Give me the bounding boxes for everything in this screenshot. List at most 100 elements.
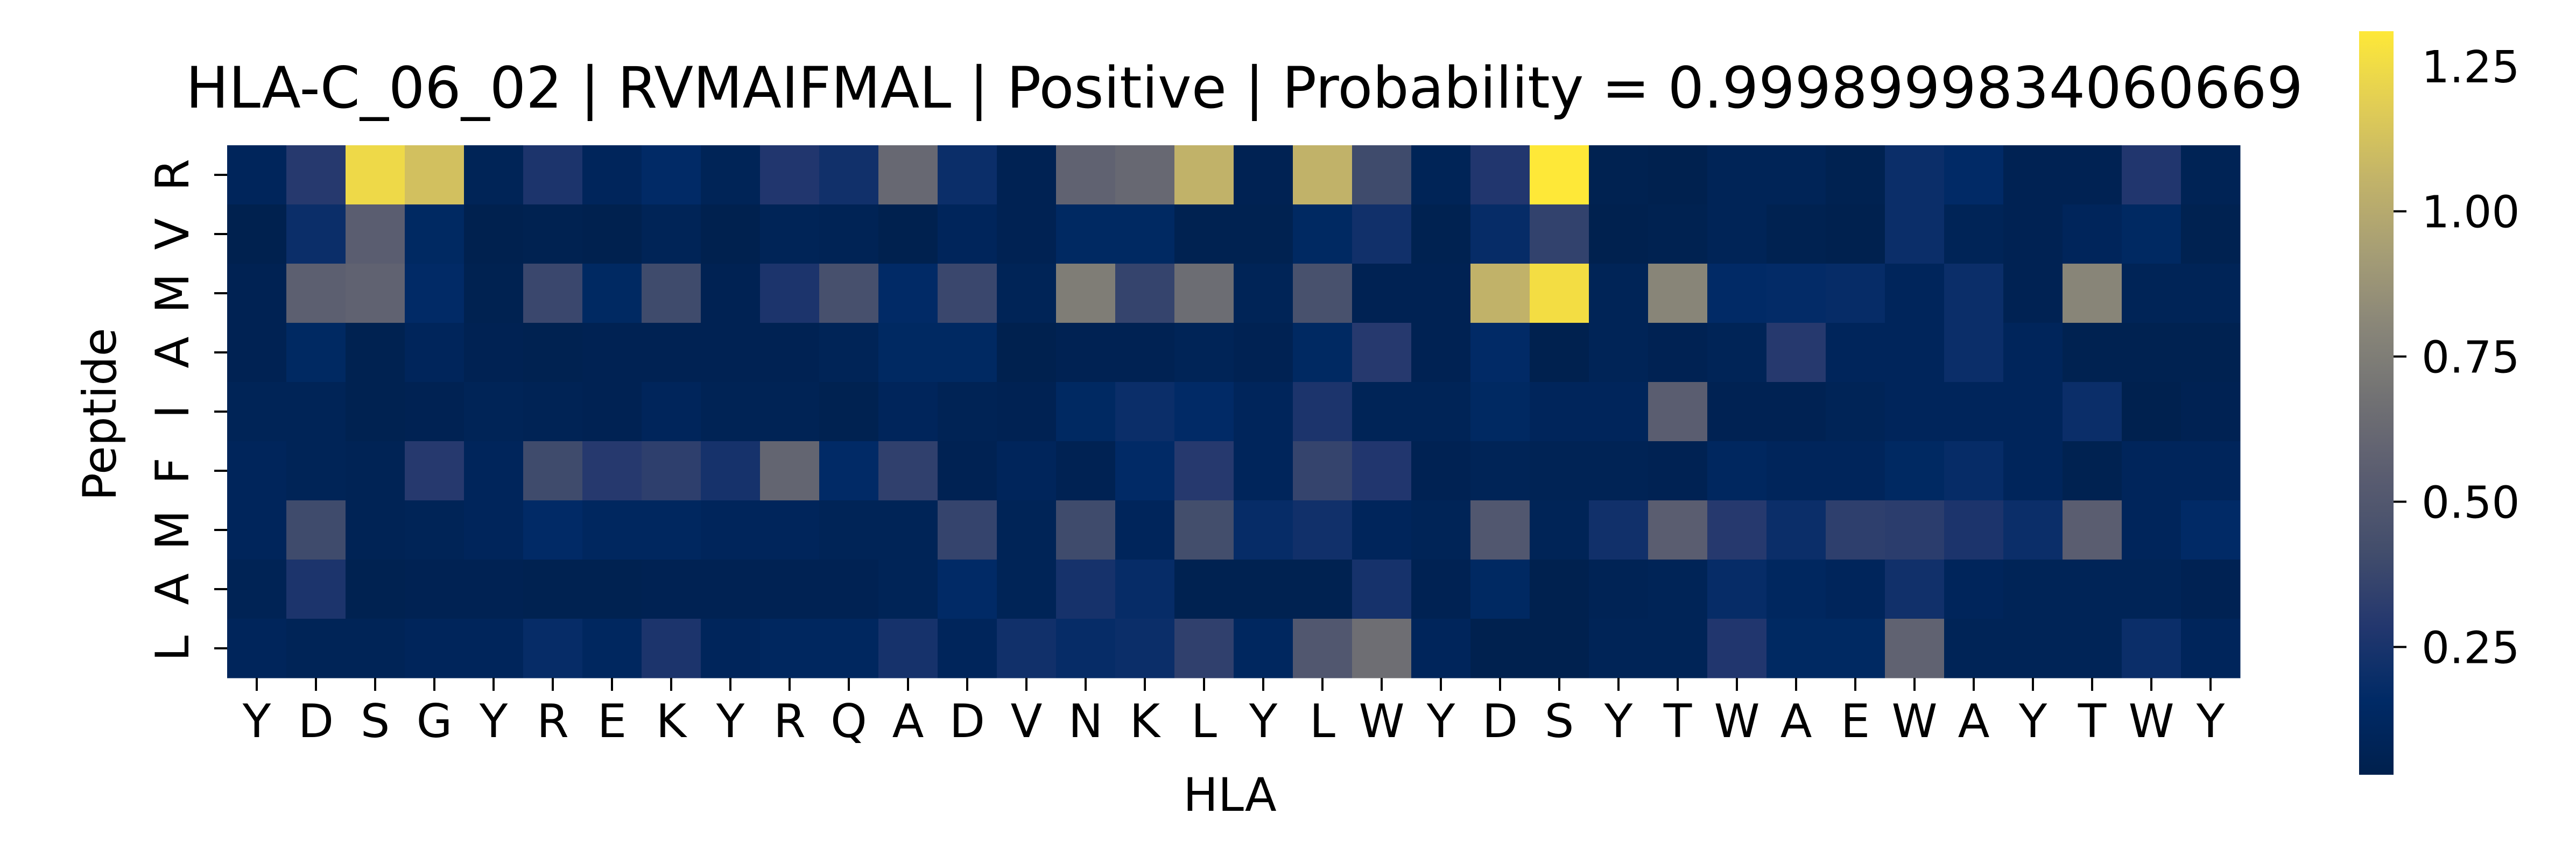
heatmap-cell-r1-c30: [2003, 204, 2063, 264]
x-tick-label: A: [1958, 695, 1990, 748]
heatmap-cell-r1-c16: [1174, 204, 1234, 264]
heatmap-cell-r3-c8: [701, 323, 761, 383]
x-tick-label: R: [773, 695, 806, 748]
heatmap-cell-r5-c1: [286, 441, 346, 501]
heatmap-cell-r8-c18: [1293, 619, 1353, 678]
heatmap-cell-r3-c7: [642, 323, 701, 383]
heatmap-cell-r0-c21: [1470, 145, 1530, 205]
heatmap-cell-r1-c9: [760, 204, 820, 264]
heatmap-cell-r4-c20: [1411, 382, 1471, 442]
x-tick-label: T: [2078, 695, 2107, 748]
heatmap-cell-r3-c14: [1056, 323, 1116, 383]
heatmap-cell-r0-c2: [346, 145, 405, 205]
heatmap-cell-r0-c9: [760, 145, 820, 205]
heatmap-cell-r1-c23: [1589, 204, 1649, 264]
x-tick-label: S: [361, 695, 390, 748]
heatmap-cell-r6-c23: [1589, 500, 1649, 560]
heatmap-cell-r8-c10: [819, 619, 879, 678]
heatmap-cell-r6-c17: [1234, 500, 1293, 560]
heatmap-cell-r8-c13: [997, 619, 1057, 678]
heatmap-cell-r4-c4: [464, 382, 524, 442]
heatmap-cell-r8-c1: [286, 619, 346, 678]
heatmap-cell-r5-c11: [878, 441, 938, 501]
heatmap-cell-r5-c7: [642, 441, 701, 501]
x-tick-label: D: [1482, 695, 1518, 748]
x-tick-label: E: [597, 695, 627, 748]
heatmap-cell-r7-c6: [582, 560, 642, 619]
heatmap-cell-r6-c1: [286, 500, 346, 560]
heatmap-cell-r4-c7: [642, 382, 701, 442]
heatmap-cell-r2-c21: [1470, 264, 1530, 323]
heatmap-cell-r0-c5: [523, 145, 583, 205]
y-tick-label: A: [146, 336, 200, 368]
heatmap-cell-r8-c17: [1234, 619, 1293, 678]
heatmap-cell-r6-c21: [1470, 500, 1530, 560]
heatmap-cell-r0-c29: [1944, 145, 2004, 205]
heatmap-cell-r3-c10: [819, 323, 879, 383]
heatmap-cell-r6-c9: [760, 500, 820, 560]
y-axis-ticks: RVMAIFMAL: [146, 159, 227, 661]
heatmap-cell-r5-c9: [760, 441, 820, 501]
heatmap-cell-r2-c18: [1293, 264, 1353, 323]
x-tick-label: E: [1841, 695, 1870, 748]
x-tick-label: V: [1011, 695, 1043, 748]
heatmap-cell-r1-c4: [464, 204, 524, 264]
heatmap-cell-r2-c23: [1589, 264, 1649, 323]
heatmap-cell-r0-c27: [1826, 145, 1885, 205]
heatmap-cell-r4-c23: [1589, 382, 1649, 442]
chart-title: HLA-C_06_02 | RVMAIFMAL | Positive | Pro…: [186, 55, 2303, 122]
heatmap-cell-r4-c31: [2063, 382, 2122, 442]
heatmap-cell-r5-c8: [701, 441, 761, 501]
heatmap-cell-r8-c30: [2003, 619, 2063, 678]
heatmap-cell-r5-c28: [1885, 441, 1945, 501]
heatmap-cell-r0-c26: [1766, 145, 1826, 205]
heatmap-cell-r7-c18: [1293, 560, 1353, 619]
heatmap-cell-r0-c13: [997, 145, 1057, 205]
heatmap-cell-r8-c24: [1648, 619, 1708, 678]
x-tick-label: S: [1545, 695, 1574, 748]
heatmap-cell-r3-c13: [997, 323, 1057, 383]
x-tick-label: N: [1068, 695, 1103, 748]
heatmap-cell-r8-c29: [1944, 619, 2004, 678]
heatmap-cell-r7-c32: [2122, 560, 2181, 619]
heatmap-cell-r4-c0: [227, 382, 287, 442]
y-tick-label: I: [146, 405, 200, 418]
heatmap-cell-r0-c33: [2181, 145, 2241, 205]
heatmap-cell-r7-c9: [760, 560, 820, 619]
heatmap-cell-r6-c24: [1648, 500, 1708, 560]
heatmap-cell-r2-c1: [286, 264, 346, 323]
heatmap-cell-r3-c0: [227, 323, 287, 383]
heatmap-cell-r4-c10: [819, 382, 879, 442]
heatmap-cell-r1-c12: [938, 204, 997, 264]
x-axis-label: HLA: [1183, 768, 1277, 822]
colorbar-tick-label: 0.50: [2422, 478, 2520, 529]
x-tick-label: T: [1663, 695, 1692, 748]
heatmap-cell-r3-c26: [1766, 323, 1826, 383]
heatmap-cells: [227, 145, 2241, 678]
x-tick-label: W: [1359, 695, 1404, 748]
y-tick-label: F: [146, 457, 200, 484]
heatmap-cell-r1-c24: [1648, 204, 1708, 264]
heatmap-cell-r3-c23: [1589, 323, 1649, 383]
heatmap-cell-r5-c17: [1234, 441, 1293, 501]
heatmap-cell-r2-c24: [1648, 264, 1708, 323]
y-tick-label: L: [146, 635, 200, 661]
heatmap-cell-r0-c23: [1589, 145, 1649, 205]
heatmap-cell-r8-c5: [523, 619, 583, 678]
heatmap-cell-r7-c24: [1648, 560, 1708, 619]
heatmap-cell-r5-c23: [1589, 441, 1649, 501]
x-tick-label: Y: [2196, 695, 2225, 748]
heatmap-cell-r6-c27: [1826, 500, 1885, 560]
heatmap-cell-r4-c26: [1766, 382, 1826, 442]
heatmap-cell-r2-c30: [2003, 264, 2063, 323]
heatmap-cell-r6-c5: [523, 500, 583, 560]
heatmap-cell-r0-c1: [286, 145, 346, 205]
heatmap-cell-r6-c15: [1115, 500, 1175, 560]
heatmap-cell-r1-c8: [701, 204, 761, 264]
heatmap-cell-r4-c3: [405, 382, 464, 442]
heatmap-cell-r2-c14: [1056, 264, 1116, 323]
heatmap-cell-r6-c30: [2003, 500, 2063, 560]
heatmap-cell-r7-c1: [286, 560, 346, 619]
heatmap-cell-r4-c5: [523, 382, 583, 442]
y-tick-label: M: [146, 273, 200, 313]
